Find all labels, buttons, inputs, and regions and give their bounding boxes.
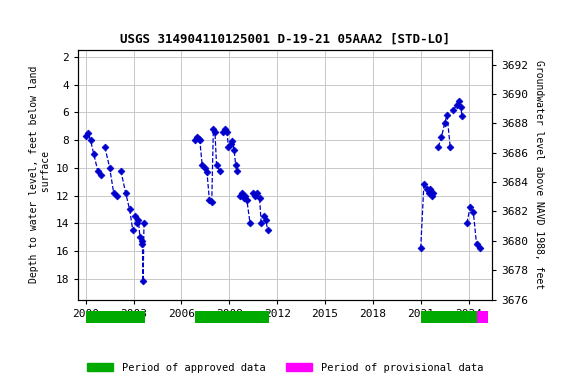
Bar bbox=[86, 311, 145, 323]
Bar bbox=[420, 311, 476, 323]
Legend: Period of approved data, Period of provisional data: Period of approved data, Period of provi… bbox=[83, 359, 487, 377]
Y-axis label: Groundwater level above NAVD 1988, feet: Groundwater level above NAVD 1988, feet bbox=[534, 60, 544, 289]
Y-axis label: Depth to water level, feet below land
 surface: Depth to water level, feet below land su… bbox=[29, 66, 51, 283]
Bar bbox=[476, 311, 488, 323]
Bar bbox=[195, 311, 269, 323]
Title: USGS 314904110125001 D-19-21 05AAA2 [STD-LO]: USGS 314904110125001 D-19-21 05AAA2 [STD… bbox=[120, 33, 450, 46]
